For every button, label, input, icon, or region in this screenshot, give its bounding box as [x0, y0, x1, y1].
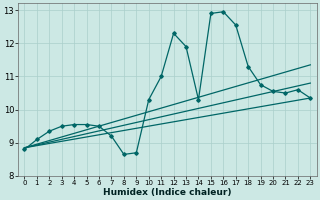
X-axis label: Humidex (Indice chaleur): Humidex (Indice chaleur)	[103, 188, 232, 197]
